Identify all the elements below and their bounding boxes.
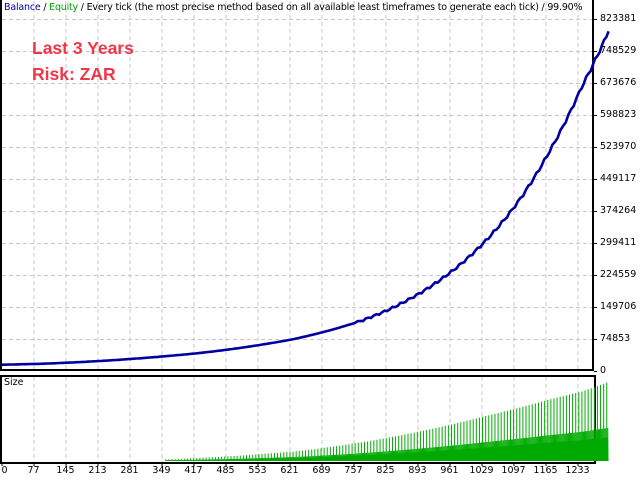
x-tick-label: 825 [376, 465, 395, 476]
x-tick-label: 145 [56, 465, 75, 476]
y-tick-label: 598823 [600, 109, 637, 120]
chart-header: Balance / Equity / Every tick (the most … [0, 0, 600, 16]
x-tick-label: 893 [408, 465, 427, 476]
x-tick-label: 77 [27, 465, 40, 476]
grid-lines [1, 1, 597, 466]
test-description: / Every tick (the most precise method ba… [77, 2, 583, 13]
y-tick-label: 149706 [600, 301, 637, 312]
y-tick-label: 748529 [600, 45, 637, 56]
y-tick-label: 374264 [600, 205, 637, 216]
y-tick-label: 673676 [600, 77, 637, 88]
x-tick-label: 689 [312, 465, 331, 476]
size-area [165, 437, 609, 461]
x-tick-label: 213 [88, 465, 107, 476]
y-tick-label: 449117 [600, 173, 637, 184]
balance-equity-plot [0, 0, 594, 371]
x-tick-label: 281 [120, 465, 139, 476]
legend-equity: Equity [49, 2, 78, 13]
x-tick-label: 553 [248, 465, 267, 476]
annotation-period: Last 3 Years [32, 38, 134, 58]
x-tick-label: 961 [440, 465, 459, 476]
y-tick-label: 224559 [600, 269, 637, 280]
balance-line [1, 30, 610, 367]
size-subpanel [0, 375, 596, 464]
x-tick-label: 1165 [533, 465, 558, 476]
legend-separator: / [40, 2, 50, 13]
x-tick-label: 1097 [501, 465, 526, 476]
x-tick-label: 0 [1, 465, 8, 476]
x-tick-label: 485 [216, 465, 235, 476]
y-tick-label: 74853 [600, 333, 631, 344]
x-tick-label: 1233 [565, 465, 590, 476]
size-panel-title: Size [4, 377, 24, 388]
x-tick-label: 349 [152, 465, 171, 476]
y-tick-label: 523970 [600, 141, 637, 152]
legend-balance: Balance [4, 2, 41, 13]
annotation-risk: Risk: ZAR [32, 64, 116, 84]
x-tick-label: 621 [280, 465, 299, 476]
size-bars [165, 382, 609, 461]
x-tick-label: 757 [344, 465, 363, 476]
x-tick-label: 1029 [469, 465, 494, 476]
y-tick-label: 0 [600, 365, 607, 376]
y-tick-label: 823381 [600, 13, 637, 24]
x-tick-label: 417 [184, 465, 203, 476]
y-tick-label: 299411 [600, 237, 637, 248]
